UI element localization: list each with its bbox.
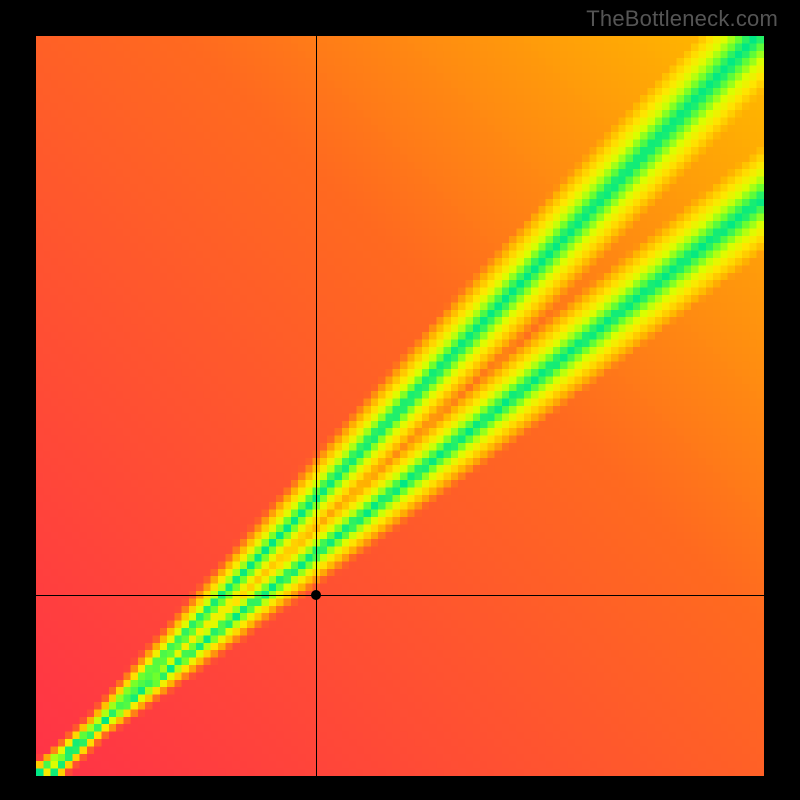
crosshair-marker[interactable]: [311, 590, 321, 600]
crosshair-horizontal: [36, 595, 764, 596]
heatmap-plot: [36, 36, 764, 776]
heatmap-canvas: [36, 36, 764, 776]
crosshair-vertical: [316, 36, 317, 776]
watermark-text: TheBottleneck.com: [586, 6, 778, 32]
